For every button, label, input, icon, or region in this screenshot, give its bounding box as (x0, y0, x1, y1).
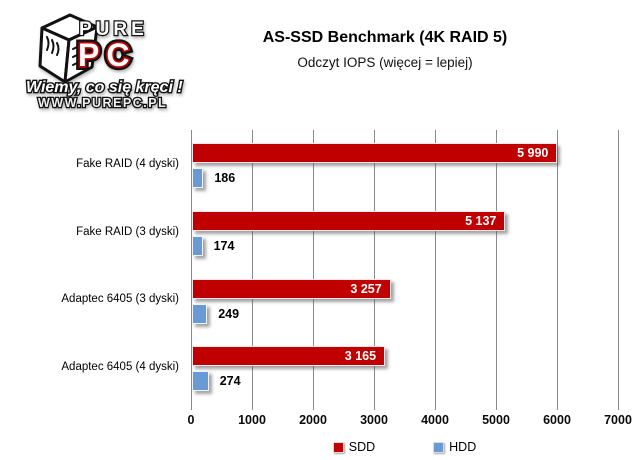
axis-tick (313, 401, 314, 410)
x-tick-label: 5000 (482, 413, 510, 427)
x-tick-label: 7000 (604, 413, 632, 427)
axis-tick (618, 401, 619, 410)
x-tick-label: 0 (187, 413, 195, 427)
x-tick-label: 1000 (238, 413, 266, 427)
logo-brand-top: PURE (79, 19, 148, 40)
chart-row: 3 165 274 (192, 333, 619, 401)
gridline (191, 130, 192, 401)
hdd-bar (192, 303, 208, 324)
sdd-swatch-icon (332, 441, 344, 453)
hdd-bar-value: 249 (218, 306, 240, 321)
hdd-bar-value: 274 (219, 374, 241, 389)
chart-row: 5 137 174 (192, 198, 619, 266)
chart-subtitle: Odczyt IOPS (więcej = lepiej) (297, 55, 473, 70)
axis-tick (252, 401, 253, 410)
chart-row: 5 990 186 (192, 130, 619, 198)
x-tick-label: 2000 (299, 413, 327, 427)
axis-tick (374, 401, 375, 410)
x-tick-label: 3000 (360, 413, 388, 427)
x-axis-labels: 0 1000 2000 3000 4000 5000 6000 7000 (187, 413, 632, 429)
hdd-bar (192, 371, 209, 392)
gridline (313, 130, 314, 401)
hdd-bar-value: 186 (214, 171, 236, 185)
ssd-bar-value: 5 990 (517, 146, 549, 160)
x-axis-ticks (191, 401, 619, 410)
ssd-bar: 5 137 (192, 210, 506, 231)
category-axis: Fake RAID (4 dyski) Fake RAID (3 dyski) … (0, 130, 185, 401)
category-label: Fake RAID (3 dyski) (76, 225, 179, 238)
purepc-logo-graphic: PURE PC PC Wiemy, co się kręci ! WWW.PUR… (25, 13, 185, 111)
category-label: Fake RAID (4 dyski) (76, 157, 179, 170)
category-label: Adaptec 6405 (4 dyski) (61, 361, 179, 374)
pc-case-icon (38, 13, 99, 84)
hdd-bar-value: 174 (213, 238, 235, 253)
gridline (374, 130, 375, 401)
axis-tick (496, 401, 497, 410)
legend-item-sdd: SDD (332, 440, 376, 454)
logo-brand-bottom-outline: PC (78, 37, 136, 73)
legend-label-sdd: SDD (348, 440, 376, 454)
logo-brand-bottom: PC (78, 37, 136, 73)
ssd-bar: 3 165 (192, 346, 386, 367)
gridline (435, 130, 436, 401)
hdd-bar (192, 235, 203, 256)
axis-tick (557, 401, 558, 410)
axis-tick (435, 401, 436, 410)
legend-item-hdd: HDD (433, 440, 476, 454)
bar-rows: 5 990 186 5 137 174 3 257 (192, 130, 619, 401)
category-label: Adaptec 6405 (3 dyski) (61, 293, 179, 306)
ssd-bar: 5 990 (192, 143, 558, 163)
logo-website: WWW.PUREPC.PL (38, 96, 167, 110)
x-tick-label: 6000 (543, 413, 571, 427)
ssd-bar-value: 3 165 (344, 349, 377, 364)
logo-tagline: Wiemy, co się kręci ! (26, 79, 183, 96)
gridline (557, 130, 558, 401)
gridline (252, 130, 253, 401)
gridline (496, 130, 497, 401)
ssd-bar: 3 257 (192, 278, 391, 299)
x-tick-label: 4000 (421, 413, 449, 427)
chart-row: 3 257 249 (192, 266, 619, 334)
plot-area: 5 990 186 5 137 174 3 257 (191, 130, 619, 401)
chart-legend: SDD HDD (191, 440, 618, 454)
hdd-swatch-icon (433, 441, 445, 453)
ssd-bar-value: 5 137 (465, 213, 497, 228)
axis-tick (191, 401, 192, 410)
chart-title: AS-SSD Benchmark (4K RAID 5) (262, 29, 508, 46)
chart-header: AS-SSD Benchmark (4K RAID 5) Odczyt IOPS… (130, 29, 640, 70)
gridline (618, 130, 619, 401)
hdd-bar (192, 168, 204, 188)
legend-label-hdd: HDD (449, 440, 477, 454)
purepc-logo: PURE PC PC Wiemy, co się kręci ! WWW.PUR… (12, 6, 194, 111)
ssd-bar-value: 3 257 (350, 281, 382, 296)
